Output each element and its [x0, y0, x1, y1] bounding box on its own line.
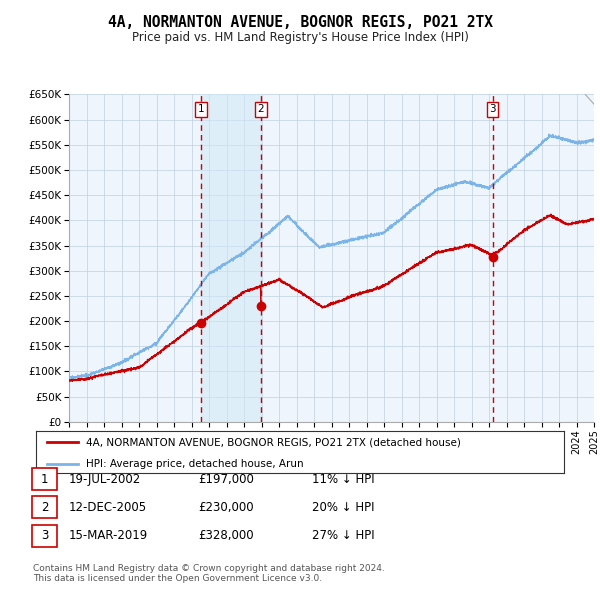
- Text: £328,000: £328,000: [198, 529, 254, 542]
- Text: 4A, NORMANTON AVENUE, BOGNOR REGIS, PO21 2TX: 4A, NORMANTON AVENUE, BOGNOR REGIS, PO21…: [107, 15, 493, 30]
- Text: £197,000: £197,000: [198, 473, 254, 486]
- Text: 3: 3: [489, 104, 496, 114]
- Text: 3: 3: [41, 529, 48, 542]
- Text: 2: 2: [257, 104, 264, 114]
- Text: 1: 1: [41, 473, 48, 486]
- Text: 4A, NORMANTON AVENUE, BOGNOR REGIS, PO21 2TX (detached house): 4A, NORMANTON AVENUE, BOGNOR REGIS, PO21…: [86, 437, 461, 447]
- Text: 27% ↓ HPI: 27% ↓ HPI: [312, 529, 374, 542]
- Text: 15-MAR-2019: 15-MAR-2019: [69, 529, 148, 542]
- Text: 2: 2: [41, 501, 48, 514]
- Text: 1: 1: [197, 104, 204, 114]
- Text: Price paid vs. HM Land Registry's House Price Index (HPI): Price paid vs. HM Land Registry's House …: [131, 31, 469, 44]
- Bar: [201, 94, 260, 422]
- Text: HPI: Average price, detached house, Arun: HPI: Average price, detached house, Arun: [86, 459, 304, 469]
- Text: £230,000: £230,000: [198, 501, 254, 514]
- Text: 20% ↓ HPI: 20% ↓ HPI: [312, 501, 374, 514]
- Text: 11% ↓ HPI: 11% ↓ HPI: [312, 473, 374, 486]
- Text: 19-JUL-2002: 19-JUL-2002: [69, 473, 141, 486]
- Text: Contains HM Land Registry data © Crown copyright and database right 2024.
This d: Contains HM Land Registry data © Crown c…: [33, 563, 385, 583]
- Text: 12-DEC-2005: 12-DEC-2005: [69, 501, 147, 514]
